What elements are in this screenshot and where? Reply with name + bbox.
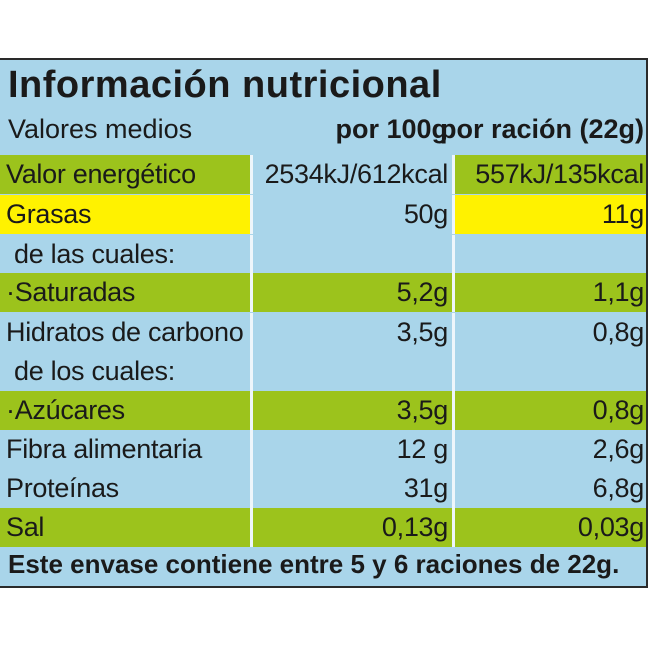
nutrient-label: de los cuales: <box>14 356 175 386</box>
table-row: Grasas 50g 11g <box>0 195 646 234</box>
table-row: Hidratos de carbono 3,5g 0,8g <box>0 313 646 352</box>
subtitle: Valores medios <box>8 114 193 144</box>
nutrient-value: 0,8g <box>452 391 646 430</box>
nutrient-value: 50g <box>250 195 452 234</box>
nutrient-label: Sal <box>0 508 250 547</box>
nutrient-label: ·Azúcares <box>0 391 250 430</box>
nutrient-label: Hidratos de carbono <box>6 317 244 347</box>
title: Información nutricional <box>8 64 442 106</box>
nutrient-value <box>250 352 452 391</box>
nutrient-value: 0,8g <box>452 313 646 352</box>
nutrient-value: 0,13g <box>250 508 452 547</box>
nutrient-value: 3,5g <box>250 313 452 352</box>
table-row: ·Azúcares 3,5g 0,8g <box>0 391 646 430</box>
column-header: por ración (22g) <box>439 114 644 144</box>
nutrition-panel: Información nutricional Valores medios p… <box>0 58 648 588</box>
nutrient-value <box>452 235 646 274</box>
table-row: Valor energético 2534kJ/612kcal 557kJ/135k… <box>0 155 646 194</box>
table-row: Sal 0,13g 0,03g <box>0 508 646 547</box>
table-row: de las cuales: <box>0 235 646 274</box>
nutrient-value <box>452 352 646 391</box>
nutrient-value: 2,6g <box>452 430 646 469</box>
column-header: por 100g <box>335 114 448 144</box>
nutrient-label: ·Saturadas <box>0 273 250 312</box>
nutrient-value: 557kJ/135kcal <box>452 155 646 194</box>
nutrient-value <box>250 235 452 274</box>
nutrient-value: 2534kJ/612kcal <box>250 155 452 194</box>
nutrient-value: 1,1g <box>452 273 646 312</box>
nutrient-label: Valor energético <box>0 155 250 194</box>
nutrient-value: 5,2g <box>250 273 452 312</box>
nutrient-label: Proteínas <box>6 473 119 503</box>
table-row: de los cuales: <box>0 352 646 391</box>
nutrient-value: 11g <box>452 195 646 234</box>
footer: Este envase contiene entre 5 y 6 racione… <box>8 549 620 579</box>
table-row: ·Saturadas 5,2g 1,1g <box>0 273 646 312</box>
nutrient-label: de las cuales: <box>14 239 175 269</box>
nutrient-label: Fibra alimentaria <box>6 434 202 464</box>
nutrient-label: Grasas <box>0 195 250 234</box>
nutrient-value: 31g <box>250 469 452 508</box>
nutrient-value: 12 g <box>250 430 452 469</box>
nutrient-value: 0,03g <box>452 508 646 547</box>
nutrient-value: 6,8g <box>452 469 646 508</box>
nutrient-value: 3,5g <box>250 391 452 430</box>
table-row: Fibra alimentaria 12 g 2,6g <box>0 430 646 469</box>
table-row: Proteínas 31g 6,8g <box>0 469 646 508</box>
